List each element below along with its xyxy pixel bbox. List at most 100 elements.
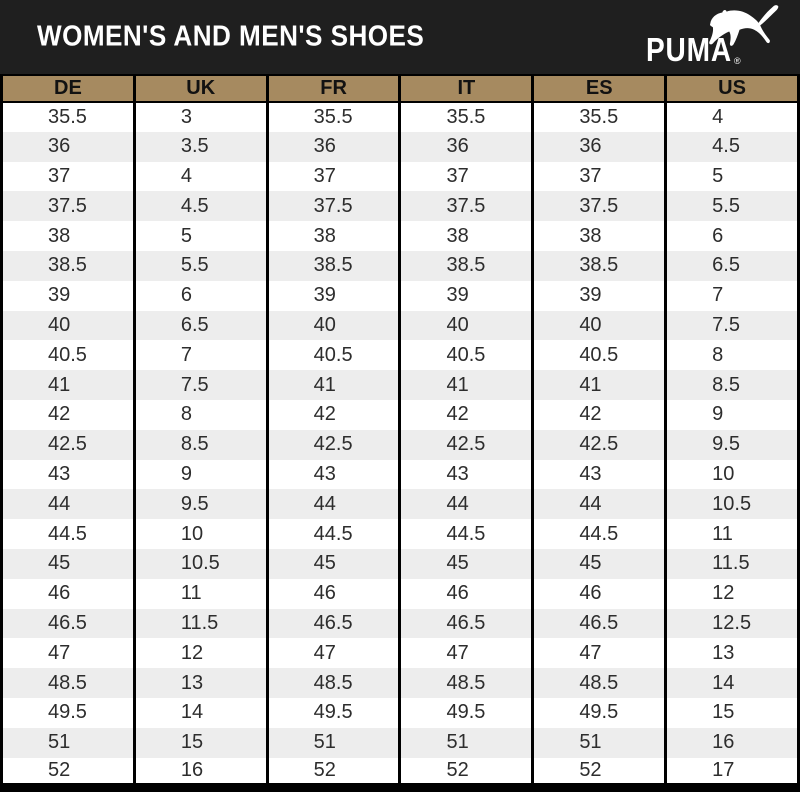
- size-cell: 46: [531, 578, 666, 609]
- size-cell: 12: [664, 578, 799, 609]
- size-cell: 16: [664, 727, 799, 758]
- size-cell: 44: [265, 489, 400, 520]
- size-cell: 37.5: [48, 194, 87, 217]
- size-cell: 8: [664, 340, 799, 371]
- table-row: 42.5 8.5 42.5 42.5 42.5 9.5: [1, 429, 799, 460]
- column-header-us: US: [664, 74, 799, 103]
- table-row: 35.5 3 35.5 35.5 35.5 4: [1, 102, 799, 132]
- size-cell: 10.5: [664, 489, 799, 520]
- table-row: 52 16 52 52 52 17: [1, 757, 799, 788]
- size-cell: 40: [48, 313, 71, 336]
- puma-cat-icon: [709, 5, 779, 46]
- size-cell: 42: [265, 399, 400, 430]
- size-cell: 9.5: [132, 489, 268, 520]
- table-row: 42 8 42 42 42 9: [1, 399, 799, 430]
- size-cell: 36: [265, 131, 400, 162]
- size-cell: 38.5: [48, 254, 87, 277]
- size-cell: 36: [398, 131, 533, 162]
- size-cell: 8: [132, 399, 268, 430]
- header-row: DE UK FR IT ES US: [1, 74, 799, 103]
- size-cell: 47: [531, 638, 666, 669]
- size-cell: 10: [132, 519, 268, 549]
- size-cell: 40: [531, 310, 666, 341]
- size-cell: 46.5: [531, 608, 666, 639]
- size-cell: 42.5: [531, 429, 666, 460]
- size-cell: 39: [531, 280, 666, 311]
- size-cell: 14: [664, 668, 799, 698]
- size-cell: 15: [132, 727, 268, 758]
- table-row: 38.5 5.5 38.5 38.5 38.5 6.5: [1, 250, 799, 281]
- size-cell: 38: [531, 221, 666, 251]
- table-row: 46.5 11.5 46.5 46.5 46.5 12.5: [1, 608, 799, 639]
- size-cell: 49.5: [531, 697, 666, 728]
- size-cell: 13: [664, 638, 799, 669]
- column-header-uk: UK: [132, 74, 268, 103]
- size-cell: 42: [398, 399, 533, 430]
- size-chart-table: DE UK FR IT ES US 35.5 3 35.5 35.5 35.5 4 36 3.…: [0, 74, 800, 792]
- table-row: 45 10.5 45 45 45 11.5: [1, 548, 799, 579]
- size-cell: 41: [265, 370, 400, 400]
- size-cell: 39: [398, 280, 533, 311]
- size-cell: 8.5: [664, 370, 799, 400]
- size-cell: 14: [132, 697, 268, 728]
- size-cell: 37.5: [531, 191, 666, 222]
- size-cell: 40.5: [531, 340, 666, 371]
- size-cell: 40: [398, 310, 533, 341]
- size-cell: 11.5: [664, 548, 799, 579]
- size-cell: 52: [531, 757, 666, 788]
- size-cell: 39: [265, 280, 400, 311]
- size-cell: 42.5: [48, 433, 87, 456]
- size-cell: 5.5: [664, 191, 799, 222]
- size-cell: 42.5: [398, 429, 533, 460]
- size-cell: 15: [664, 697, 799, 728]
- size-cell: 38: [265, 221, 400, 251]
- size-cell: 45: [265, 548, 400, 579]
- size-cell: 46: [398, 578, 533, 609]
- size-cell: 8.5: [132, 429, 268, 460]
- size-cell: 43: [398, 459, 533, 490]
- size-cell: 37.5: [265, 191, 400, 222]
- size-cell: 44.5: [531, 519, 666, 549]
- size-cell: 35.5: [398, 102, 533, 132]
- header-banner: WOMEN'S AND MEN'S SHOES PUMA ®: [0, 0, 800, 74]
- size-cell: 4: [664, 102, 799, 132]
- size-cell: 37.5: [398, 191, 533, 222]
- size-cell: 4.5: [132, 191, 268, 222]
- size-cell: 49.5: [398, 697, 533, 728]
- size-cell: 51: [48, 731, 71, 754]
- table-row: 36 3.5 36 36 36 4.5: [1, 131, 799, 162]
- size-cell: 46.5: [265, 608, 400, 639]
- size-cell: 44.5: [398, 519, 533, 549]
- size-cell: 13: [132, 668, 268, 698]
- puma-wordmark: PUMA: [646, 31, 732, 68]
- column-header-de: DE: [1, 74, 135, 103]
- size-cell: 43: [265, 459, 400, 490]
- size-cell: 9.5: [664, 429, 799, 460]
- size-cell: 44: [531, 489, 666, 520]
- size-cell: 48.5: [398, 668, 533, 698]
- size-cell: 12: [132, 638, 268, 669]
- size-cell: 48.5: [265, 668, 400, 698]
- size-cell: 41: [531, 370, 666, 400]
- size-cell: 40.5: [398, 340, 533, 371]
- table-row: 39 6 39 39 39 7: [1, 280, 799, 311]
- size-cell: 16: [132, 757, 268, 788]
- size-cell: 37: [531, 161, 666, 192]
- size-cell: 46.5: [398, 608, 533, 639]
- size-cell: 38: [48, 224, 71, 247]
- registered-mark: ®: [734, 56, 741, 66]
- size-cell: 52: [48, 758, 71, 781]
- size-cell: 45: [531, 548, 666, 579]
- table-row: 40.5 7 40.5 40.5 40.5 8: [1, 340, 799, 371]
- size-cell: 5: [132, 221, 268, 251]
- size-chart-header: DE UK FR IT ES US: [1, 74, 799, 103]
- size-cell: 48.5: [48, 671, 87, 694]
- column-header-it: IT: [398, 74, 533, 103]
- size-cell: 38: [398, 221, 533, 251]
- size-cell: 51: [531, 727, 666, 758]
- size-cell: 35.5: [531, 102, 666, 132]
- size-cell: 44: [48, 492, 71, 515]
- size-cell: 46.5: [48, 611, 87, 634]
- table-row: 46 11 46 46 46 12: [1, 578, 799, 609]
- table-row: 49.5 14 49.5 49.5 49.5 15: [1, 697, 799, 728]
